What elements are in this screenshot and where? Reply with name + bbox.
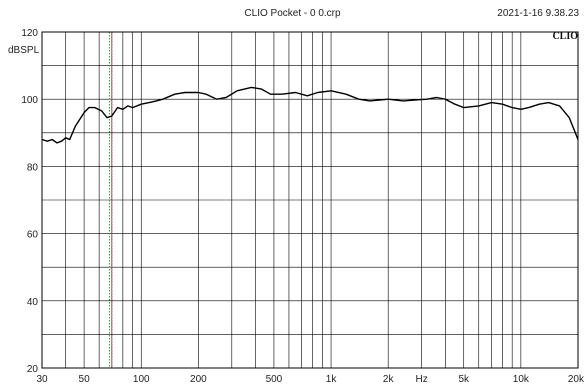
- y-tick-labels: 20 40 60 80 100 120: [21, 28, 38, 375]
- plot-frame: [41, 31, 579, 369]
- x-tick-label: 100: [133, 374, 150, 385]
- brand-logo: CLIO: [552, 31, 578, 42]
- y-tick-label: 100: [21, 95, 38, 106]
- chart-title: CLIO Pocket - 0 0.crp: [244, 8, 341, 19]
- x-tick-label: 500: [266, 374, 283, 385]
- x-tick-label: 1k: [326, 374, 338, 385]
- response-curve: [41, 86, 579, 144]
- grid: [41, 31, 579, 369]
- x-tick-label: 10k: [513, 374, 530, 385]
- series-layer: [41, 86, 579, 144]
- x-tick-label: 200: [190, 374, 207, 385]
- x-tick-label: 5k: [458, 374, 470, 385]
- x-tick-label: 20k: [568, 374, 585, 385]
- y-tick-label: 20: [27, 364, 39, 375]
- marker-lines: [108, 32, 113, 368]
- y-tick-label: 80: [27, 162, 39, 173]
- y-tick-label: 60: [27, 230, 39, 241]
- y-axis-label: dBSPL: [8, 45, 40, 56]
- x-tick-label: 30: [36, 374, 48, 385]
- x-tick-labels: 30 50 100 200 500 1k 2k 5k 10k 20k: [36, 374, 585, 385]
- x-axis-label: Hz: [415, 374, 427, 385]
- x-tick-label: 2k: [383, 374, 395, 385]
- y-tick-label: 40: [27, 297, 39, 308]
- x-tick-label: 50: [79, 374, 91, 385]
- y-tick-label: 120: [21, 28, 38, 39]
- timestamp: 2021-1-16 9.38.23: [497, 8, 579, 19]
